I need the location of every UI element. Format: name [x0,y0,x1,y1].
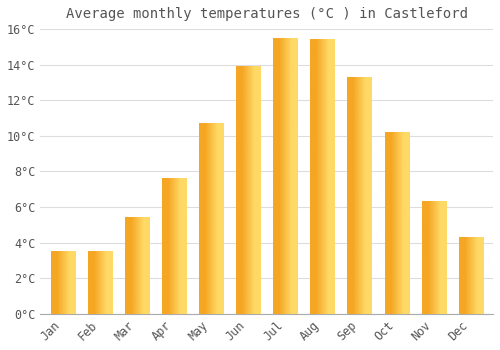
Title: Average monthly temperatures (°C ) in Castleford: Average monthly temperatures (°C ) in Ca… [66,7,468,21]
